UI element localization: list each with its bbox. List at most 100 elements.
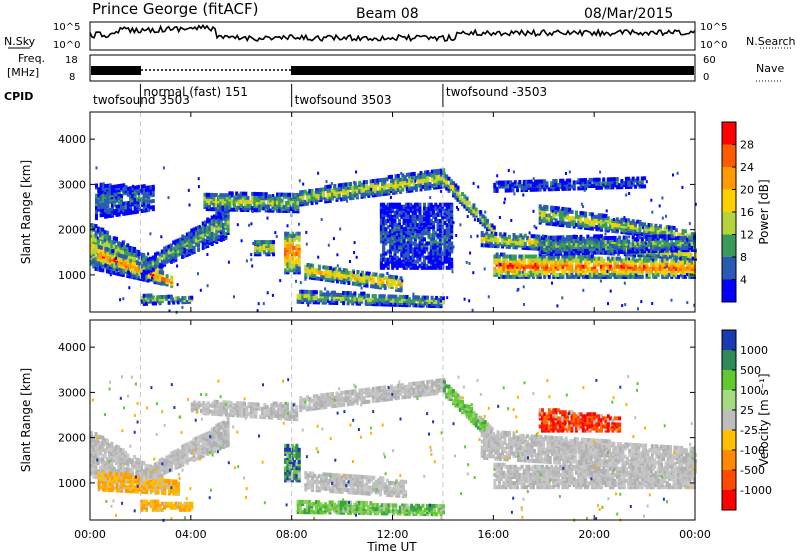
- power-cell: [543, 266, 547, 271]
- power-cell: [572, 249, 576, 254]
- power-cell: [563, 211, 567, 216]
- power-cell: [629, 258, 633, 263]
- power-cell: [527, 270, 531, 275]
- power-cell: [142, 275, 146, 280]
- power-cell: [528, 242, 532, 247]
- power-cell: [593, 256, 597, 261]
- power-cell: [568, 272, 572, 277]
- power-cell: [135, 197, 139, 202]
- power-cell: [297, 270, 301, 275]
- power-cell: [115, 252, 119, 257]
- power-cell: [579, 221, 583, 226]
- power-cell: [570, 210, 574, 214]
- power-cell: [620, 228, 624, 232]
- power-cell: [572, 274, 576, 279]
- power-cell: [550, 215, 554, 220]
- power-cell: [378, 186, 382, 191]
- power-cell: [448, 202, 451, 207]
- power-cell: [441, 235, 445, 240]
- power-cell: [386, 261, 390, 266]
- power-cell: [232, 203, 236, 208]
- power-cell: [319, 191, 323, 196]
- power-cell: [126, 186, 130, 191]
- power-cell: [688, 272, 692, 277]
- power-cell: [679, 232, 683, 237]
- power-cell: [538, 252, 542, 257]
- power-cell: [389, 302, 393, 307]
- power-cell: [199, 230, 203, 235]
- power-cell: [203, 220, 207, 225]
- power-cell: [526, 246, 530, 251]
- power-cell: [545, 266, 549, 271]
- power-cell: [380, 294, 384, 299]
- power-cell: [556, 256, 560, 261]
- power-cell: [154, 252, 157, 257]
- power-cell: [398, 202, 401, 207]
- power-cell: [572, 268, 576, 273]
- power-cell: [687, 252, 691, 257]
- power-cell: [588, 246, 592, 251]
- power-cell: [541, 256, 544, 261]
- power-cell: [647, 272, 651, 277]
- power-cell: [346, 297, 350, 302]
- power-cell: [117, 208, 121, 213]
- power-cell: [210, 237, 214, 242]
- power-cell: [108, 255, 112, 260]
- power-cell: [115, 238, 118, 243]
- power-cell: [423, 202, 426, 207]
- power-cell: [348, 293, 352, 298]
- power-cell: [568, 207, 572, 212]
- power-cell: [463, 200, 467, 205]
- power-cell: [149, 199, 153, 204]
- power-cell: [568, 209, 572, 214]
- power-cell: [210, 242, 214, 246]
- power-cell: [398, 219, 401, 223]
- power-cell: [172, 246, 176, 251]
- power-cell: [384, 233, 388, 238]
- power-cell: [448, 255, 451, 260]
- power-cell: [659, 270, 662, 275]
- power-cell: [417, 295, 420, 300]
- power-cell: [117, 204, 121, 209]
- power-cell: [297, 266, 301, 271]
- power-cell: [104, 204, 108, 209]
- power-cell: [661, 272, 665, 277]
- power-cell: [382, 202, 386, 207]
- power-cell: [514, 235, 518, 240]
- power-cell: [315, 194, 319, 199]
- power-cell: [602, 213, 606, 218]
- power-cell: [538, 272, 542, 277]
- power-cell: [333, 292, 336, 297]
- power-cell: [140, 264, 144, 269]
- power-cell: [445, 174, 449, 179]
- power-cell: [374, 284, 378, 289]
- power-cell: [541, 254, 544, 259]
- power-cell: [188, 231, 192, 236]
- power-cell: [600, 272, 603, 277]
- power-cell: [389, 233, 392, 238]
- power-cell: [217, 237, 221, 241]
- power-cell: [382, 217, 386, 221]
- power-cell: [413, 241, 417, 246]
- power-cell: [122, 183, 126, 188]
- power-cell: [416, 214, 420, 219]
- power-cell: [378, 178, 382, 183]
- power-cell: [97, 187, 101, 192]
- power-cell: [522, 256, 526, 261]
- power-cell: [387, 296, 391, 301]
- power-cell: [156, 257, 160, 262]
- power-cell: [386, 219, 390, 223]
- power-cell: [407, 202, 411, 207]
- power-cell: [429, 245, 433, 250]
- power-cell: [369, 298, 373, 302]
- power-cell: [151, 184, 155, 189]
- power-cell: [622, 258, 626, 263]
- power-cell: [369, 179, 373, 184]
- power-cell: [385, 183, 389, 188]
- power-cell: [413, 208, 417, 213]
- power-cell: [404, 223, 408, 228]
- power-cell: [427, 241, 431, 246]
- power-cell: [420, 231, 424, 236]
- power-cell: [442, 172, 446, 177]
- power-cell: [337, 183, 341, 188]
